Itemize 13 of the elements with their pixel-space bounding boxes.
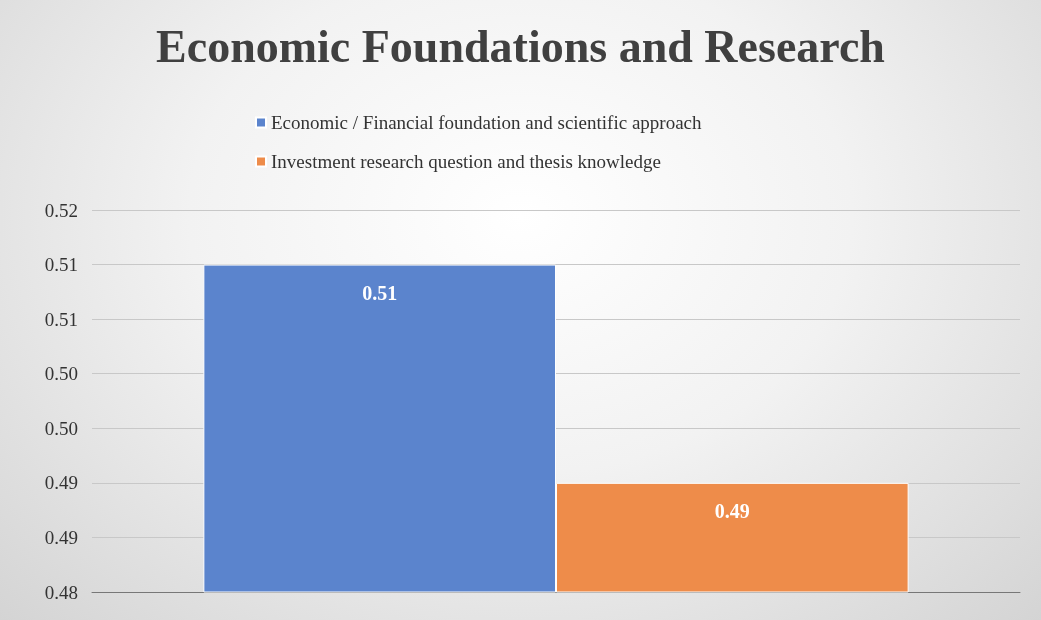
y-tick-label: 0.51 [44, 254, 78, 276]
data-label: 0.51 [362, 281, 398, 304]
y-tick-label: 0.50 [44, 363, 78, 385]
y-tick-label: 0.52 [44, 199, 78, 221]
legend-label: Investment research question and thesis knowledge [271, 151, 661, 172]
y-tick-label: 0.50 [44, 417, 78, 439]
y-tick-label: 0.49 [44, 526, 78, 548]
chart-title: Economic Foundations and Research [156, 20, 885, 72]
y-tick-label: 0.49 [44, 472, 78, 494]
legend-label: Economic / Financial foundation and scientific approach [271, 112, 703, 133]
y-tick-label: 0.48 [44, 581, 78, 603]
data-label: 0.49 [714, 499, 750, 522]
y-tick-label: 0.51 [44, 308, 78, 330]
